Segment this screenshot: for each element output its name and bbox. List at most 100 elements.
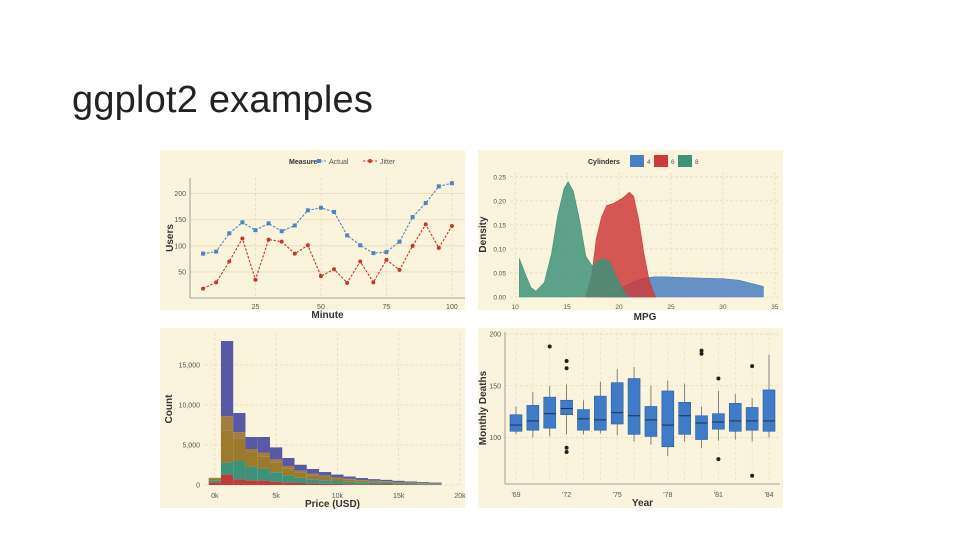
histogram-bar-cut-3 [404,482,418,484]
data-point-jitter [371,280,376,285]
histogram-bar-cut-1 [294,483,307,485]
hist-ytick-label: 0 [196,483,200,490]
data-point-jitter [384,257,389,262]
density-ytick-label: 0.00 [493,295,506,302]
histogram-bar-cut-2 [257,468,270,481]
histogram-bar-cut-3 [269,462,283,473]
data-point-jitter [436,245,441,250]
box-xtick-label: '84 [764,492,773,499]
data-point-actual [305,208,310,213]
histogram-bar-cut-3 [294,472,307,478]
histogram-bar-cut-3 [380,481,393,483]
histogram-bar-cut-3 [220,430,234,463]
density-y-axis-title: Density [478,216,489,253]
histogram-bar-cut-5 [245,437,258,449]
histogram-bar-cut-1 [208,482,221,485]
data-point-actual [292,223,297,228]
box-ytick-label: 200 [489,332,501,339]
line-ytick-label: 100 [174,243,186,250]
histogram-bar-cut-2 [319,480,332,484]
histogram-bar-cut-1 [269,481,283,485]
histogram-bar-cut-1 [257,480,270,485]
histogram-bar-cut-1 [319,483,332,485]
data-point-jitter [332,267,337,272]
data-point-jitter [358,259,363,264]
histogram-bar-cut-5 [392,480,405,482]
box-79 [678,402,691,435]
histogram-bar-cut-2 [294,477,307,483]
data-point-actual [240,220,245,225]
data-point-jitter [214,280,219,285]
data-point-jitter [397,267,402,272]
density-area-cyl-8 [519,181,630,298]
box-ytick-label: 150 [489,383,501,390]
histogram-bar-cut-2 [245,466,258,481]
legend-swatch-cyl-6 [654,155,668,167]
histogram-bar-cut-1 [233,479,246,485]
slide-title: ggplot2 examples [72,79,374,122]
histogram-bar-cut-3 [331,478,344,481]
box-84 [762,389,776,432]
series-line-actual [203,182,453,255]
histogram-bar-cut-5 [294,464,307,471]
data-point-actual [279,229,284,234]
data-point-jitter [345,280,350,285]
hist-x-axis-title: Price (USD) [305,499,360,510]
histogram-bar-cut-2 [417,483,430,485]
line-y-axis-title: Users [165,224,176,252]
histogram-bar-cut-2 [343,481,356,485]
histogram-bar-cut-2 [404,483,418,485]
box-71 [543,396,557,429]
box-83 [745,407,759,431]
line-xtick-label: 50 [317,304,325,311]
histogram-bar-cut-3 [368,481,381,483]
hist-ytick-label: 15,000 [179,363,201,370]
data-point-actual [214,249,219,254]
histogram-bar-cut-2 [282,475,295,483]
histogram-bar-cut-5 [306,469,320,474]
data-point-actual [410,215,415,220]
histogram-bar-cut-3 [233,438,246,461]
legend-label-cyl-8: 8 [695,159,699,166]
legend-key-marker-jitter [368,159,372,163]
box-y-axis-title: Monthly Deaths [478,370,489,445]
box-72 [560,399,573,416]
histogram-bar-cut-3 [392,482,405,484]
data-point-actual [253,228,258,233]
legend-label-cyl-4: 4 [647,159,651,166]
box-outlier [699,348,704,353]
histogram-bar-cut-4 [245,449,258,453]
box-ytick-label: 100 [489,435,501,442]
histogram-bar-cut-4 [343,478,356,480]
histogram-bar-cut-3 [343,479,356,482]
box-outlier [564,366,569,371]
histogram-bar-cut-4 [233,432,246,439]
histogram-bar-cut-5 [343,476,356,479]
legend-label-actual: Actual [329,159,349,166]
histogram-bar-cut-5 [355,478,369,480]
histogram-bar-cut-2 [429,484,442,485]
histogram-bar-cut-4 [220,416,234,431]
boxplot-chart: 100 150 200 '69 '72 '75 '78 '81 '84 Year Monthly D… [478,328,783,509]
box-73 [577,409,590,431]
box-outlier [699,351,704,356]
density-ytick-label: 0.05 [493,270,506,277]
histogram-bar-cut-1 [331,484,344,485]
histogram-bar-cut-2 [233,461,246,480]
box-77 [644,406,658,437]
histogram-chart: 0 5,000 10,000 15,000 0k 5k 10k 15k 20k Price (US… [160,328,466,510]
box-x-axis-title: Year [632,498,653,509]
box-outlier [564,358,569,363]
density-xtick-label: 25 [667,304,675,311]
histogram-bar-cut-2 [220,462,234,475]
histogram-bar-cut-2 [355,482,369,485]
box-outlier [750,473,755,478]
box-outlier [716,457,721,462]
data-point-jitter [305,243,310,248]
histogram-bar-cut-4 [269,459,283,463]
legend-label-jitter: Jitter [380,159,396,166]
histogram-bar-cut-4 [355,479,369,481]
histogram-bar-cut-3 [245,453,258,467]
density-xtick-label: 20 [615,304,623,311]
data-point-actual [345,233,350,238]
